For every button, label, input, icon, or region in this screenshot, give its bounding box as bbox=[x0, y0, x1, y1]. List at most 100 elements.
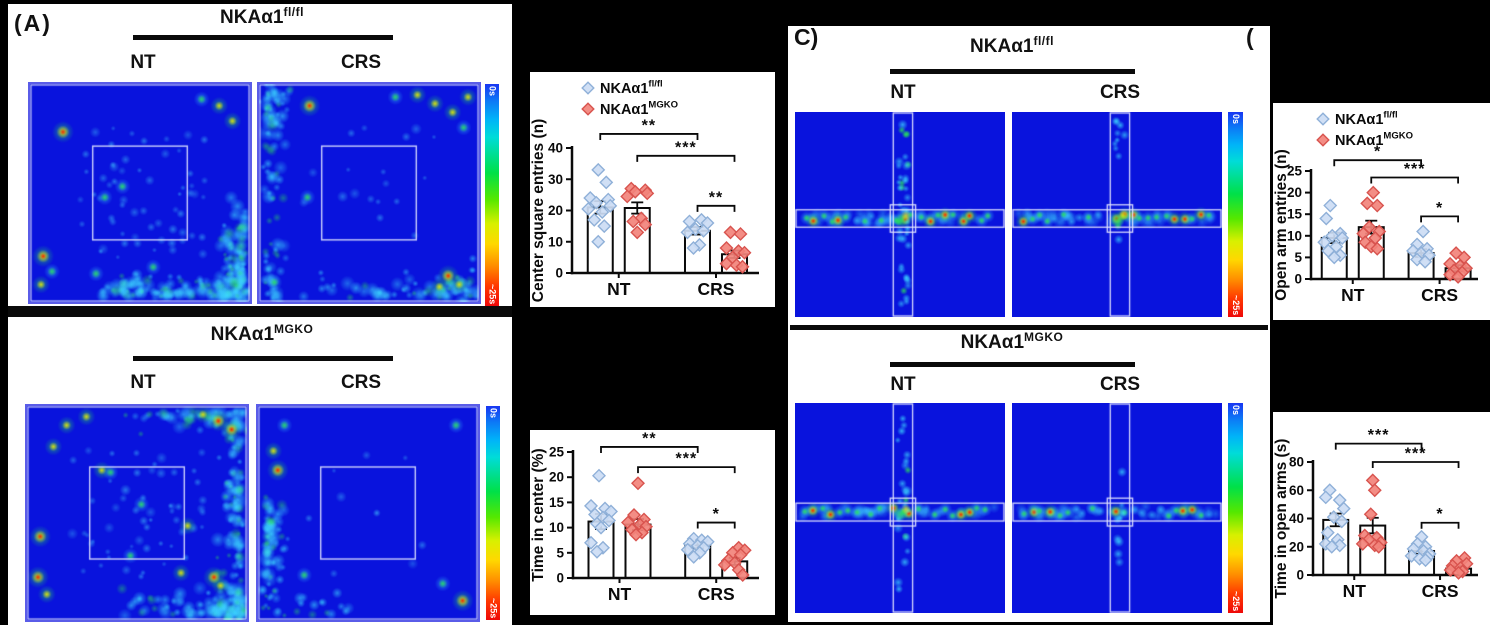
y-tick-label: 80 bbox=[1289, 455, 1304, 470]
data-point bbox=[719, 256, 734, 271]
title-underline bbox=[890, 69, 1135, 74]
y-tick-label: 30 bbox=[548, 172, 563, 187]
colorbar-min-label: ~25s bbox=[1231, 294, 1241, 315]
data-point bbox=[591, 234, 606, 249]
data-point bbox=[1326, 510, 1341, 525]
significance-stars: * bbox=[1436, 506, 1443, 523]
x-category-label: CRS bbox=[1422, 581, 1459, 601]
panel-c: C) ( NKAα1fl/fl NT CRS 0s ~25s NKAα1MGKO… bbox=[788, 24, 1270, 622]
data-point bbox=[1363, 507, 1378, 522]
colorbar-min-label: ~25s bbox=[1231, 590, 1241, 611]
x-category-label: CRS bbox=[698, 584, 735, 604]
y-tick-label: 0 bbox=[1296, 568, 1304, 583]
significance-stars: * bbox=[1436, 200, 1443, 217]
significance-stars: ** bbox=[642, 430, 656, 447]
significance-bracket bbox=[1334, 442, 1423, 450]
y-tick-label: 5 bbox=[556, 545, 564, 560]
colorbar-max-label: 0s bbox=[1231, 114, 1241, 125]
significance-stars: *** bbox=[675, 139, 697, 156]
colorbar-max-label: 0s bbox=[1231, 405, 1241, 416]
y-tick-label: 20 bbox=[549, 470, 564, 485]
data-point bbox=[627, 508, 641, 522]
y-axis-label: Center square entries (n) bbox=[530, 119, 547, 302]
data-point bbox=[1451, 269, 1466, 284]
legend-label: NKAα1fl/fl bbox=[600, 79, 663, 98]
data-point bbox=[723, 225, 738, 240]
data-point bbox=[603, 198, 618, 213]
chart-time-in-center: 0 5 10 15 20 25 NT CRS ** *** * Time in center (%) bbox=[530, 430, 775, 615]
significance-stars: *** bbox=[676, 451, 698, 468]
data-point bbox=[1418, 254, 1433, 269]
data-point bbox=[581, 81, 595, 95]
condition-label-nt: NT bbox=[890, 374, 916, 395]
colorbar-min-label: ~25s bbox=[488, 597, 499, 618]
data-point bbox=[589, 195, 604, 210]
data-point bbox=[1360, 196, 1375, 211]
x-category-label: NT bbox=[1343, 581, 1367, 601]
data-point bbox=[1335, 230, 1350, 245]
data-point bbox=[735, 259, 750, 274]
data-point bbox=[1323, 198, 1338, 213]
data-point bbox=[696, 223, 711, 238]
data-point bbox=[1334, 514, 1349, 529]
y-tick-label: 25 bbox=[549, 445, 565, 460]
condition-label-nt: NT bbox=[130, 52, 156, 73]
significance-stars: *** bbox=[1368, 427, 1390, 444]
time-colorbar: 0s ~25s bbox=[1228, 112, 1243, 317]
y-tick-label: 0 bbox=[556, 571, 564, 586]
data-point bbox=[587, 212, 602, 227]
chart-open-arm-entries: 0 5 10 15 20 25 NT CRS * *** * NKAα1fl/fl NKAα1MGKO O… bbox=[1273, 103, 1490, 320]
data-point bbox=[686, 549, 701, 564]
significance-bracket bbox=[1370, 176, 1459, 184]
significance-stars: *** bbox=[1405, 446, 1427, 463]
heatmap-open-field-mgko-nt bbox=[25, 404, 249, 622]
significance-bracket bbox=[696, 204, 736, 212]
data-point bbox=[1316, 133, 1330, 147]
y-tick-label: 20 bbox=[1287, 185, 1302, 200]
title-underline bbox=[890, 362, 1135, 367]
data-point bbox=[1325, 228, 1340, 243]
data-point bbox=[686, 241, 701, 255]
y-tick-label: 25 bbox=[1287, 164, 1303, 179]
condition-label-crs: CRS bbox=[340, 52, 382, 73]
data-point bbox=[631, 476, 645, 491]
data-point bbox=[733, 547, 748, 562]
section-divider bbox=[790, 325, 1268, 330]
data-point bbox=[599, 175, 614, 190]
colorbar-min-label: ~25s bbox=[487, 283, 498, 304]
significance-stars: * bbox=[713, 506, 720, 523]
title-underline bbox=[133, 35, 393, 40]
significance-bracket bbox=[636, 154, 736, 162]
data-point bbox=[1324, 539, 1339, 554]
data-point bbox=[597, 219, 612, 234]
significance-bracket bbox=[600, 446, 699, 453]
group-title-flfl: NKAα1fl/fl bbox=[220, 5, 304, 28]
data-point bbox=[1418, 553, 1433, 568]
data-point bbox=[717, 557, 732, 572]
time-colorbar: 0s ~25s bbox=[486, 406, 500, 620]
data-point bbox=[1416, 224, 1431, 239]
y-tick-label: 0 bbox=[1294, 272, 1302, 287]
data-point bbox=[1367, 483, 1382, 498]
y-tick-label: 20 bbox=[1289, 539, 1304, 554]
condition-label-crs: CRS bbox=[340, 372, 382, 393]
significance-bracket bbox=[696, 521, 736, 529]
significance-bracket bbox=[599, 133, 699, 140]
data-point bbox=[1355, 536, 1370, 551]
group-title-flfl: NKAα1fl/fl bbox=[970, 34, 1054, 57]
time-colorbar: 0s ~25s bbox=[485, 84, 499, 306]
x-category-label: CRS bbox=[698, 279, 735, 299]
heatmap-open-field-flfl-crs bbox=[257, 82, 481, 304]
panel-a: (A) NKAα1fl/fl NT CRS 0s ~25s NKAα1MGKO … bbox=[8, 4, 512, 625]
x-category-label: NT bbox=[607, 279, 631, 299]
data-point bbox=[629, 527, 643, 542]
data-point bbox=[602, 513, 616, 528]
data-point bbox=[1365, 473, 1380, 488]
colorbar-max-label: 0s bbox=[488, 408, 499, 419]
chart-time-in-open-arms: 0 20 40 60 80 NT CRS *** *** * Time in open arms (… bbox=[1273, 412, 1490, 625]
data-point bbox=[595, 205, 610, 220]
significance-stars: * bbox=[1374, 144, 1381, 161]
data-point bbox=[594, 520, 608, 535]
